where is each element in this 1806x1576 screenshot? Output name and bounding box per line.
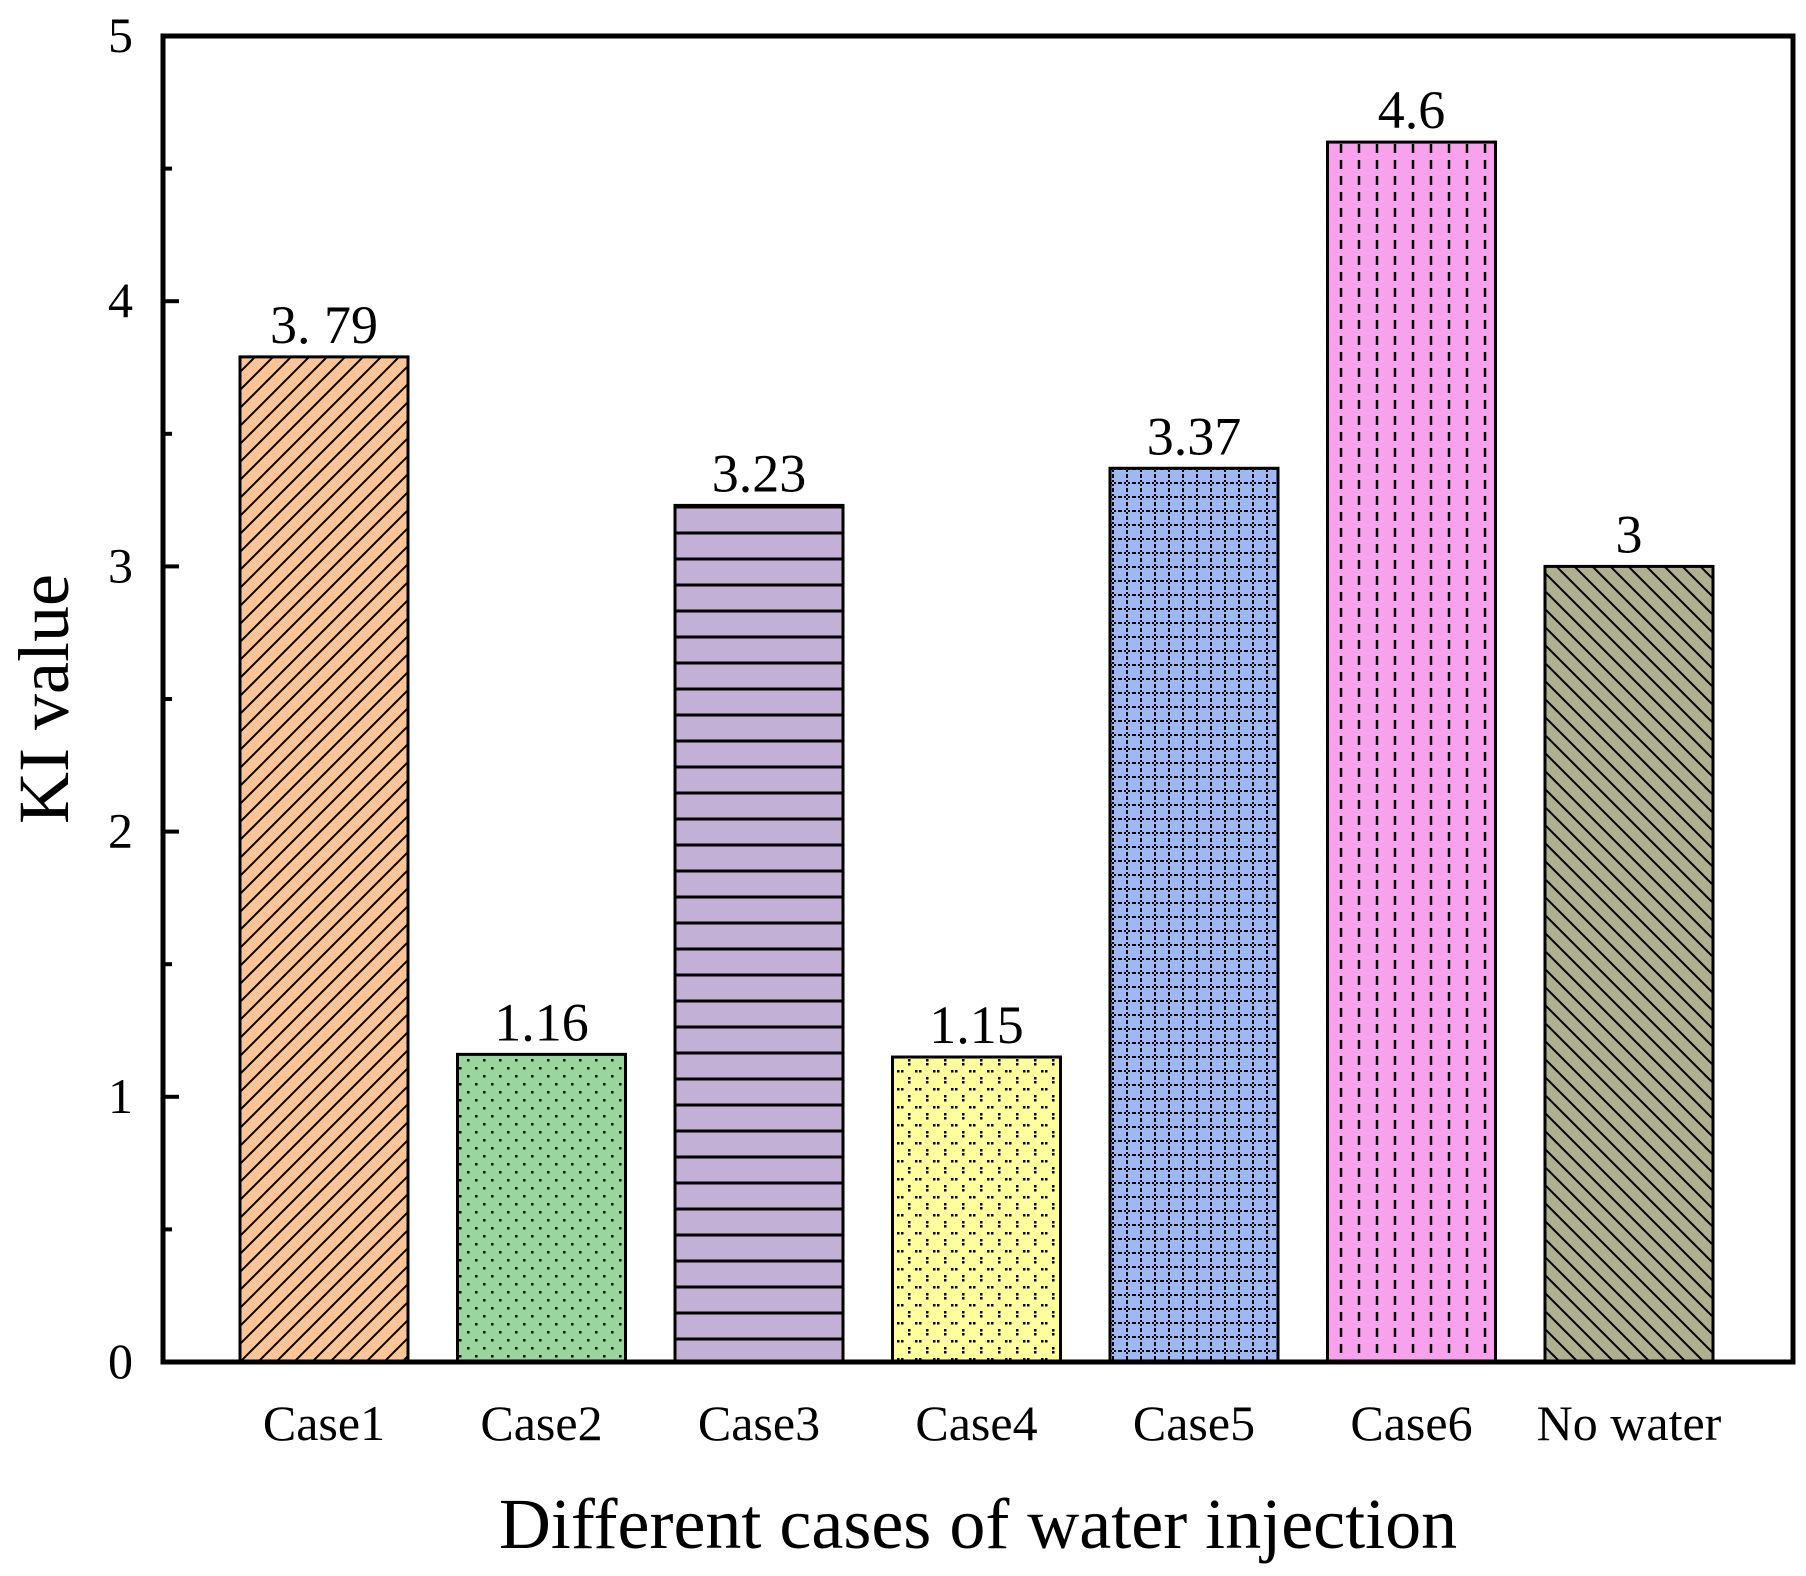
bar-1 bbox=[238, 355, 410, 1364]
value-label: 3.37 bbox=[1147, 406, 1242, 466]
value-label: 3 bbox=[1616, 504, 1643, 564]
bar-pattern bbox=[1110, 468, 1278, 1362]
x-tick-label: No water bbox=[1537, 1395, 1722, 1451]
value-label: 1.15 bbox=[929, 995, 1024, 1055]
bar-pattern bbox=[675, 505, 843, 1362]
x-tick-label: Case3 bbox=[698, 1395, 820, 1451]
x-tick-label: Case5 bbox=[1133, 1395, 1255, 1451]
bars-layer bbox=[238, 140, 1715, 1364]
x-axis: Case1 Case2 Case3 Case4 Case5 Case6 No water bbox=[263, 1395, 1722, 1451]
y-tick-label: 0 bbox=[108, 1333, 133, 1389]
value-label: 3.23 bbox=[712, 443, 807, 503]
bar-pattern bbox=[1545, 566, 1713, 1362]
y-tick-label: 4 bbox=[108, 272, 133, 328]
value-labels-layer: 3. 79 1.16 3.23 1.15 3.37 4.6 3 bbox=[270, 80, 1643, 1055]
x-tick-label: Case6 bbox=[1350, 1395, 1472, 1451]
bar-7 bbox=[1543, 564, 1715, 1364]
y-tick-label: 1 bbox=[108, 1068, 133, 1124]
y-tick-label: 5 bbox=[108, 7, 133, 63]
bar-3 bbox=[673, 503, 845, 1364]
x-axis-title: Different cases of water injection bbox=[499, 1484, 1457, 1564]
bar-pattern bbox=[457, 1054, 626, 1362]
value-label: 3. 79 bbox=[270, 295, 378, 355]
value-label: 4.6 bbox=[1378, 80, 1446, 140]
bar-pattern bbox=[240, 356, 408, 1363]
bar-6 bbox=[1326, 140, 1497, 1364]
x-tick-label: Case1 bbox=[263, 1395, 385, 1451]
x-tick-label: Case4 bbox=[915, 1395, 1037, 1451]
bar-5 bbox=[1108, 466, 1280, 1364]
value-label: 1.16 bbox=[494, 992, 589, 1052]
bar-pattern bbox=[1327, 142, 1496, 1363]
y-axis-title: KI value bbox=[4, 574, 84, 824]
y-axis: 0 1 2 3 4 5 bbox=[108, 7, 179, 1389]
y-tick-label: 2 bbox=[108, 803, 133, 859]
bar-4 bbox=[891, 1055, 1062, 1364]
y-tick-label: 3 bbox=[108, 537, 133, 593]
bar-pattern bbox=[892, 1057, 1061, 1362]
x-tick-label: Case2 bbox=[480, 1395, 602, 1451]
bar-2 bbox=[456, 1052, 627, 1364]
